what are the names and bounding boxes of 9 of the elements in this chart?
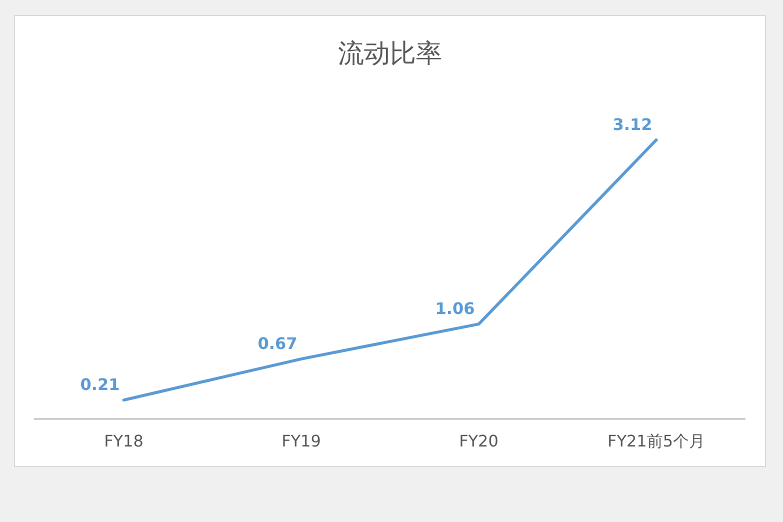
x-tick-label: FY18 <box>104 432 144 451</box>
x-tick-label: FY20 <box>459 432 498 451</box>
data-label: 0.67 <box>258 334 298 354</box>
chart-title: 流动比率 <box>337 38 443 71</box>
x-tick-label: FY19 <box>282 432 321 451</box>
x-tick-label: FY21前5个月 <box>607 432 706 451</box>
data-label: 3.12 <box>612 115 652 134</box>
data-label: 0.21 <box>80 375 120 394</box>
data-label: 1.06 <box>435 299 475 318</box>
